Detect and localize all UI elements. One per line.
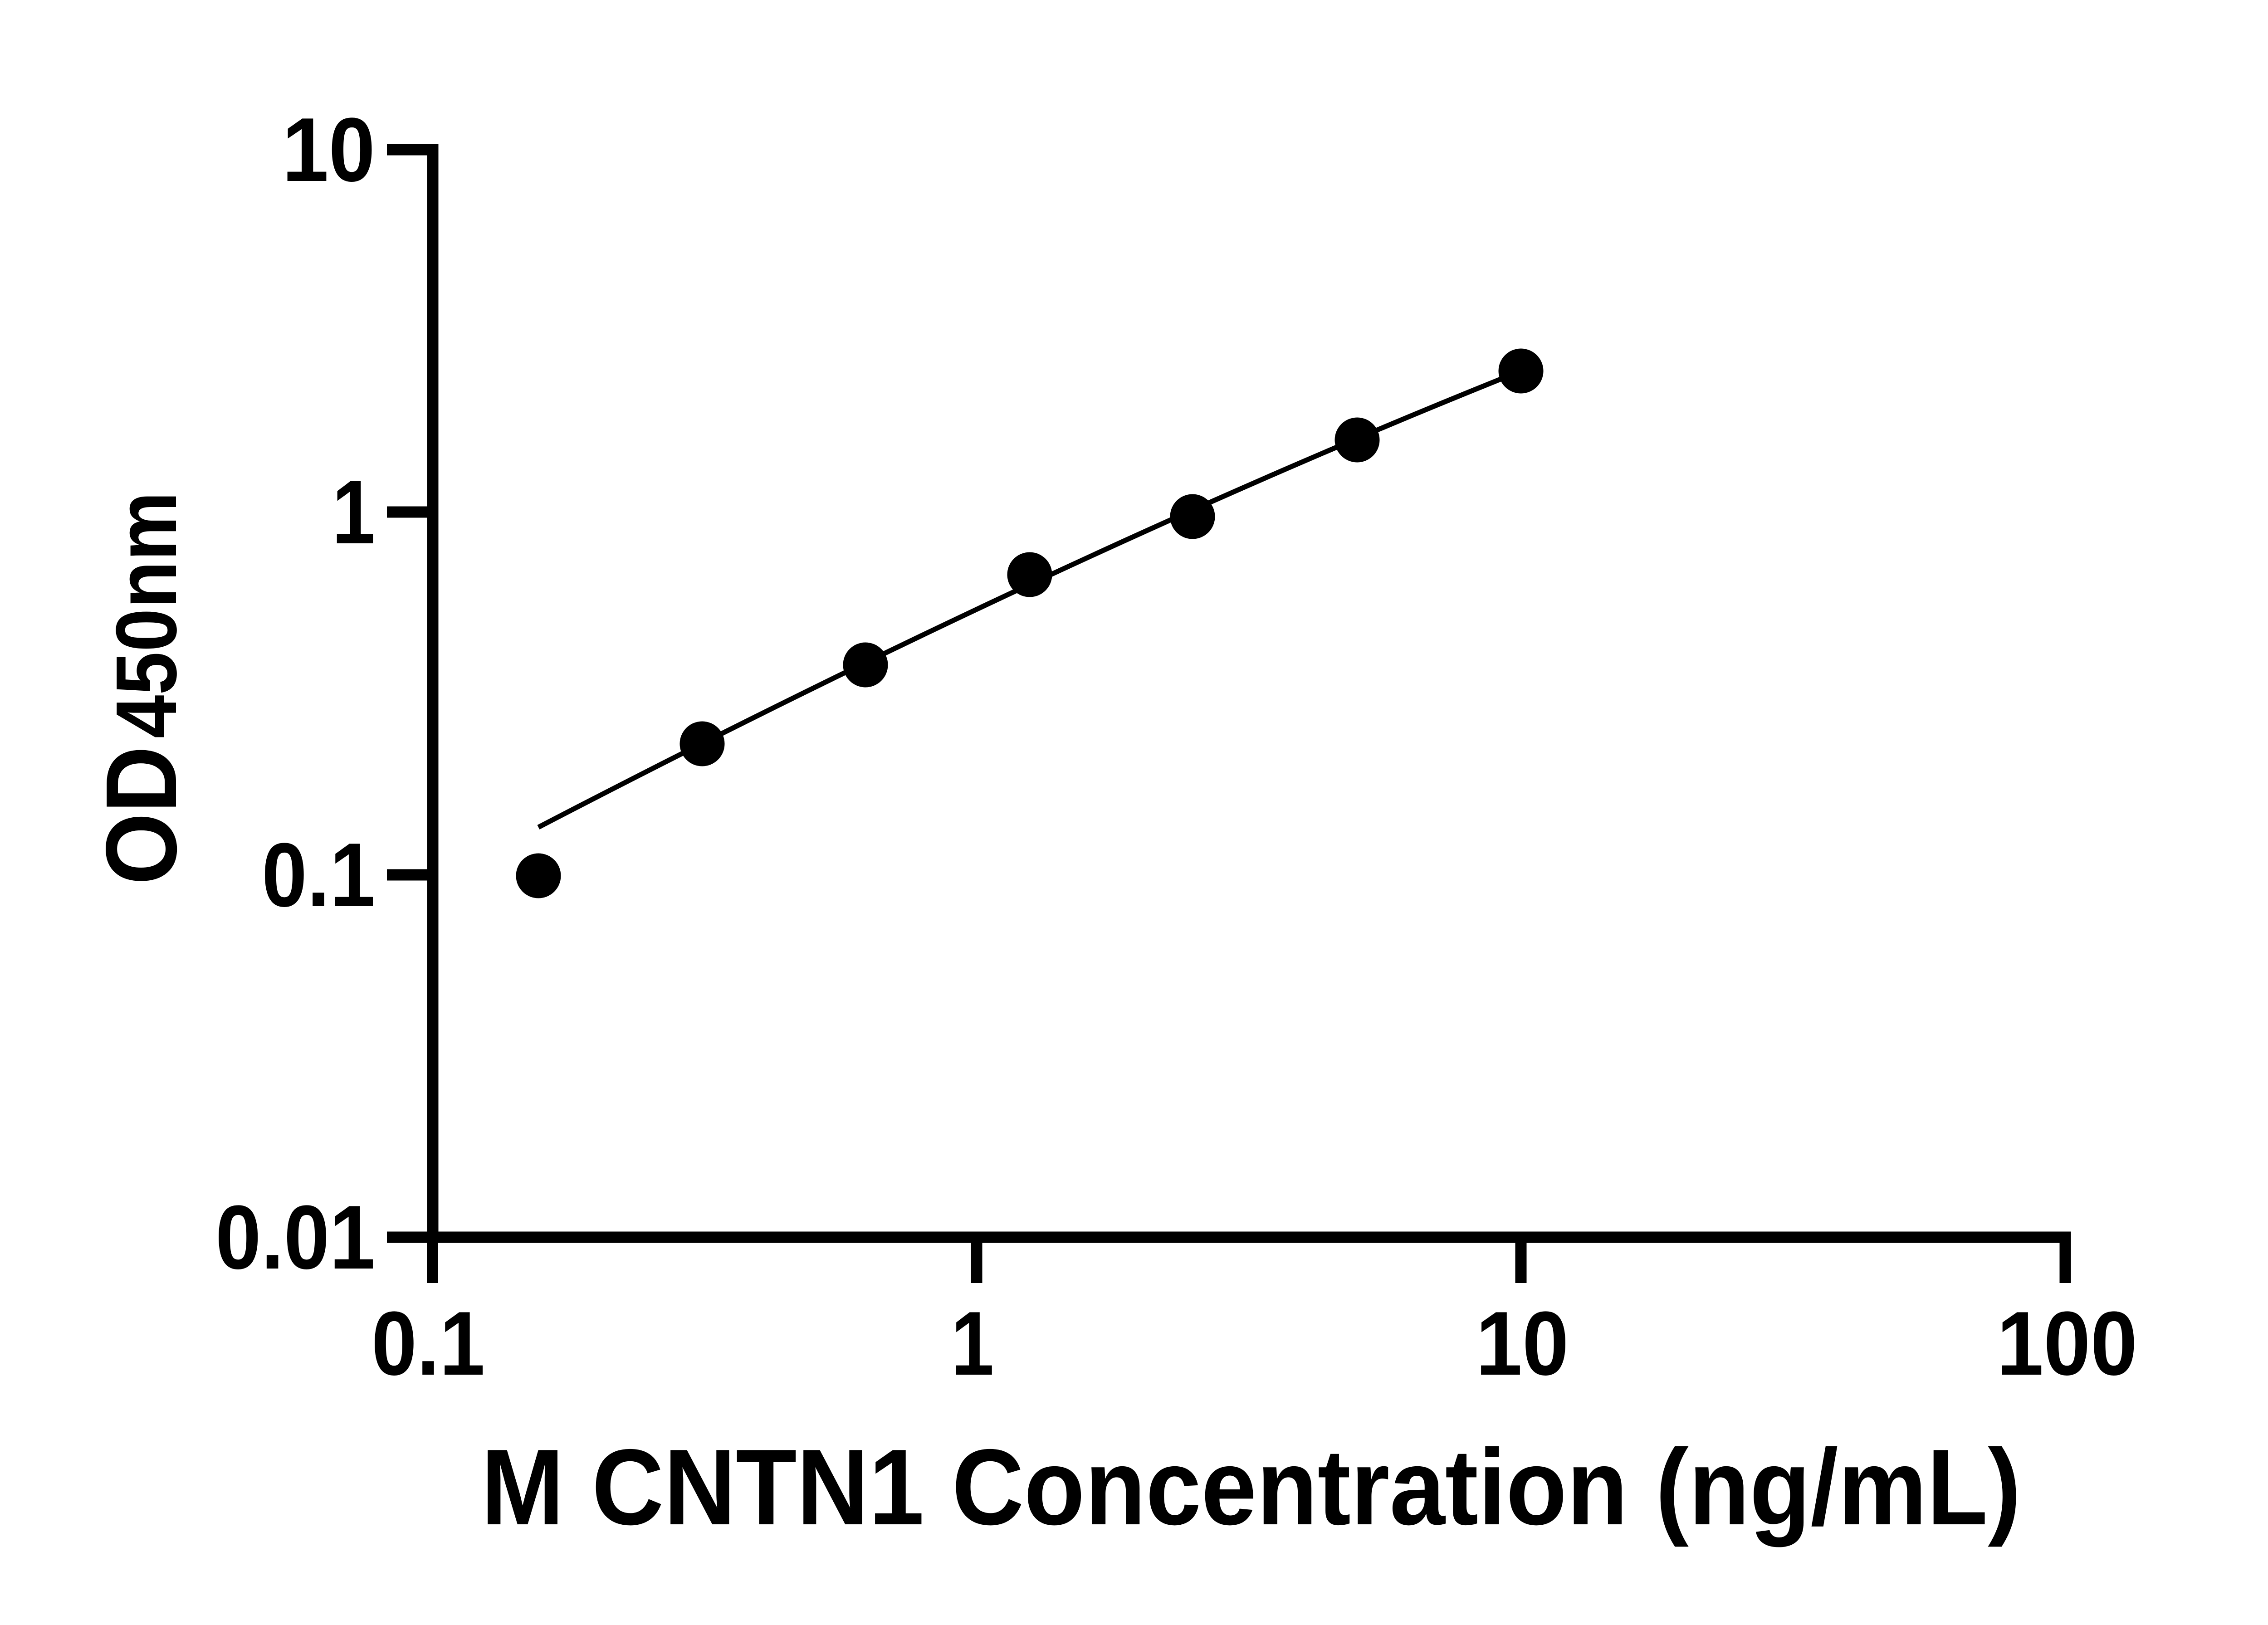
svg-text:450nm: 450nm — [98, 492, 195, 738]
svg-text:0.01: 0.01 — [215, 1187, 375, 1288]
svg-text:OD: OD — [85, 746, 198, 885]
svg-text:100: 100 — [1997, 1293, 2137, 1394]
svg-text:10: 10 — [282, 99, 375, 200]
svg-text:0.1: 0.1 — [262, 825, 375, 926]
svg-text:1: 1 — [332, 462, 375, 563]
svg-text:0.1: 0.1 — [371, 1293, 485, 1394]
svg-text:1: 1 — [951, 1293, 994, 1394]
svg-text:10: 10 — [1476, 1293, 1569, 1394]
svg-text:M CNTN1 Concentration (ng/mL): M CNTN1 Concentration (ng/mL) — [481, 1427, 2021, 1547]
